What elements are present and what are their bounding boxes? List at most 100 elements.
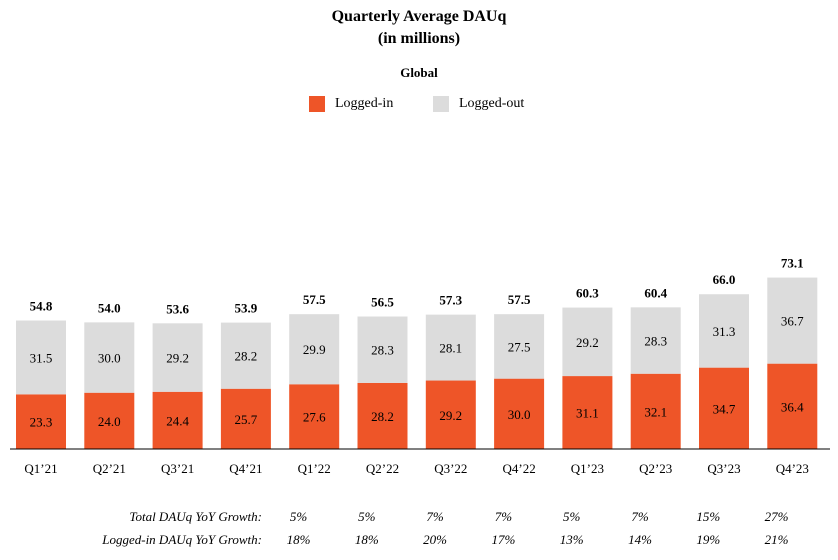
- x-tick-label: Q2’22: [366, 461, 399, 476]
- data-label-logged-out: 31.3: [713, 324, 736, 339]
- bar-logged-out: [425, 314, 476, 381]
- growth-value: 5%: [563, 509, 581, 524]
- x-tick-label: Q1’22: [298, 461, 331, 476]
- legend-item-logged-in: Logged-in: [309, 95, 393, 113]
- x-tick-label: Q3’23: [707, 461, 740, 476]
- legend-swatch-logged-out: [433, 96, 449, 112]
- growth-value: 17%: [491, 532, 516, 547]
- bar-logged-in: [562, 376, 613, 449]
- chart-title: Quarterly Average DAUq: [331, 8, 507, 25]
- data-label-logged-out: 28.1: [439, 341, 462, 356]
- bar-logged-out: [220, 322, 271, 389]
- data-label-total: 60.4: [644, 285, 667, 300]
- growth-value: 13%: [559, 532, 584, 547]
- data-label-logged-in: 34.7: [713, 401, 736, 416]
- growth-value: 18%: [354, 532, 379, 547]
- bar-logged-in: [494, 378, 545, 449]
- growth-value: 19%: [696, 532, 721, 547]
- data-label-logged-out: 28.3: [371, 343, 394, 358]
- data-label-total: 66.0: [713, 272, 736, 287]
- bar-logged-in: [630, 373, 681, 449]
- bar-logged-in: [357, 382, 408, 449]
- x-tick-label: Q1’21: [24, 461, 57, 476]
- x-tick-label: Q1’23: [571, 461, 604, 476]
- x-tick-label: Q4’22: [502, 461, 535, 476]
- growth-row: Total DAUq YoY Growth: 5% 5% 7% 7% 5% 7% 15% 27%: [0, 509, 838, 527]
- growth-value: 27%: [764, 509, 789, 524]
- data-label-logged-in: 23.3: [30, 415, 53, 430]
- bar-logged-out: [84, 322, 135, 393]
- growth-row-label: Total DAUq YoY Growth:: [129, 509, 262, 524]
- bar-logged-out: [16, 320, 66, 395]
- data-label-total: 54.8: [30, 298, 53, 313]
- bar-logged-out: [767, 277, 818, 364]
- data-label-total: 73.1: [781, 256, 804, 271]
- legend-label-logged-out: Logged-out: [459, 96, 525, 111]
- data-label-logged-out: 28.2: [235, 349, 258, 364]
- data-label-logged-out: 29.2: [576, 335, 599, 350]
- x-tick-label: Q2’23: [639, 461, 672, 476]
- data-label-total: 57.5: [508, 292, 531, 307]
- data-label-logged-out: 30.0: [98, 351, 121, 366]
- legend-label-logged-in: Logged-in: [335, 96, 394, 111]
- data-label-total: 57.5: [303, 292, 326, 307]
- stacked-bar-chart: 23.3 31.5 54.8 Q1’21 24.0 30.0 54.0 Q2’21 24.4 29…: [10, 256, 830, 476]
- data-label-logged-in: 28.2: [371, 409, 394, 424]
- data-label-logged-in: 29.2: [439, 408, 462, 423]
- bar-logged-in: [425, 380, 476, 449]
- bar-logged-in: [289, 384, 340, 449]
- data-label-logged-in: 32.1: [644, 404, 667, 419]
- data-label-logged-in: 27.6: [303, 410, 326, 425]
- data-label-logged-in: 24.4: [166, 413, 189, 428]
- growth-value: 18%: [286, 532, 311, 547]
- growth-value: 14%: [628, 532, 652, 547]
- x-tick-label: Q4’21: [229, 461, 262, 476]
- bar-logged-in: [220, 388, 271, 449]
- bar-logged-out: [494, 314, 545, 379]
- growth-value: 15%: [696, 509, 721, 524]
- bar-logged-in: [767, 363, 818, 449]
- bar-logged-in: [16, 394, 66, 449]
- growth-value: 5%: [289, 509, 308, 524]
- bar-logged-in: [84, 392, 135, 449]
- x-tick-label: Q3’22: [434, 461, 467, 476]
- bar-logged-out: [357, 316, 408, 383]
- growth-value: 7%: [631, 509, 649, 524]
- data-label-logged-out: 27.5: [508, 339, 531, 354]
- bar-logged-in: [152, 391, 203, 449]
- data-label-logged-out: 29.2: [166, 351, 189, 366]
- x-tick-label: Q4’23: [776, 461, 809, 476]
- data-label-logged-out: 29.9: [303, 342, 326, 357]
- data-label-logged-in: 31.1: [576, 406, 599, 421]
- x-tick-label: Q3’21: [161, 461, 194, 476]
- bar-logged-out: [562, 307, 613, 377]
- data-label-total: 57.3: [439, 293, 462, 308]
- growth-value: 5%: [358, 509, 376, 524]
- bar-logged-out: [152, 323, 203, 392]
- legend-item-logged-out: Logged-out: [433, 95, 524, 113]
- chart-subtitle: Global: [400, 65, 438, 80]
- data-label-logged-out: 28.3: [644, 334, 667, 349]
- growth-value: 21%: [764, 532, 789, 547]
- data-label-logged-in: 36.4: [781, 399, 804, 414]
- data-label-total: 53.6: [166, 301, 189, 316]
- x-tick-label: Q2’21: [93, 461, 126, 476]
- bar-logged-out: [289, 314, 340, 385]
- growth-row-label: Logged-in DAUq YoY Growth:: [102, 532, 262, 547]
- legend-swatch-logged-in: [309, 96, 325, 112]
- data-label-total: 54.0: [98, 300, 121, 315]
- growth-value: 7%: [426, 509, 444, 524]
- data-label-total: 60.3: [576, 286, 599, 301]
- growth-value: 20%: [423, 532, 448, 547]
- data-label-total: 53.9: [235, 301, 258, 316]
- bar-logged-out: [699, 294, 749, 368]
- bar-logged-in: [699, 367, 749, 449]
- chart-title-units: (in millions): [377, 30, 461, 47]
- growth-row: Logged-in DAUq YoY Growth: 18% 18% 20% 17% 13…: [0, 532, 838, 550]
- data-label-total: 56.5: [371, 295, 394, 310]
- data-label-logged-in: 30.0: [508, 407, 531, 422]
- bar-logged-out: [630, 307, 681, 374]
- data-label-logged-in: 24.0: [98, 414, 121, 429]
- data-label-logged-out: 36.7: [781, 314, 804, 329]
- data-label-logged-out: 31.5: [30, 350, 53, 365]
